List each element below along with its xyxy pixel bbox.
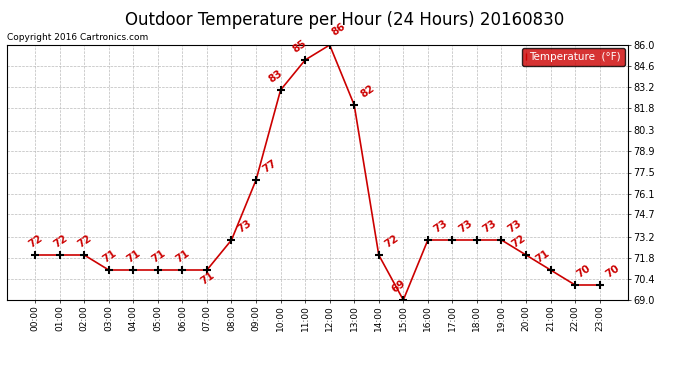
Text: 71: 71 (534, 248, 551, 264)
Text: 72: 72 (51, 233, 69, 249)
Text: 72: 72 (27, 233, 45, 249)
Text: 72: 72 (76, 233, 94, 249)
Text: 71: 71 (101, 248, 118, 264)
Text: 77: 77 (260, 158, 278, 174)
Text: 71: 71 (125, 248, 143, 264)
Text: 70: 70 (575, 263, 593, 279)
Text: 72: 72 (383, 233, 401, 249)
Text: 70: 70 (604, 263, 622, 279)
Text: 82: 82 (358, 83, 376, 99)
Text: 73: 73 (506, 218, 524, 234)
Text: 73: 73 (481, 218, 499, 234)
Text: Outdoor Temperature per Hour (24 Hours) 20160830: Outdoor Temperature per Hour (24 Hours) … (126, 11, 564, 29)
Text: 71: 71 (199, 270, 217, 286)
Text: 83: 83 (267, 68, 284, 84)
Legend: Temperature  (°F): Temperature (°F) (522, 48, 624, 66)
Text: 71: 71 (150, 248, 167, 264)
Text: Copyright 2016 Cartronics.com: Copyright 2016 Cartronics.com (7, 33, 148, 42)
Text: 73: 73 (236, 218, 253, 234)
Text: 71: 71 (174, 248, 192, 264)
Text: 73: 73 (432, 218, 450, 234)
Text: 86: 86 (330, 21, 347, 38)
Text: 72: 72 (509, 233, 527, 249)
Text: 85: 85 (291, 38, 309, 54)
Text: 69: 69 (389, 278, 407, 294)
Text: 73: 73 (457, 218, 474, 234)
